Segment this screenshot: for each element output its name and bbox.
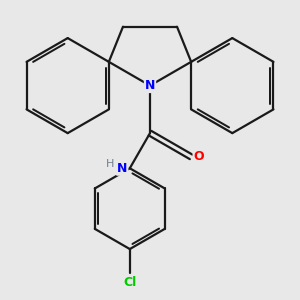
- Text: N: N: [117, 162, 128, 175]
- Text: N: N: [145, 79, 155, 92]
- Text: H: H: [106, 160, 114, 170]
- Text: O: O: [194, 150, 204, 164]
- Text: Cl: Cl: [123, 276, 136, 289]
